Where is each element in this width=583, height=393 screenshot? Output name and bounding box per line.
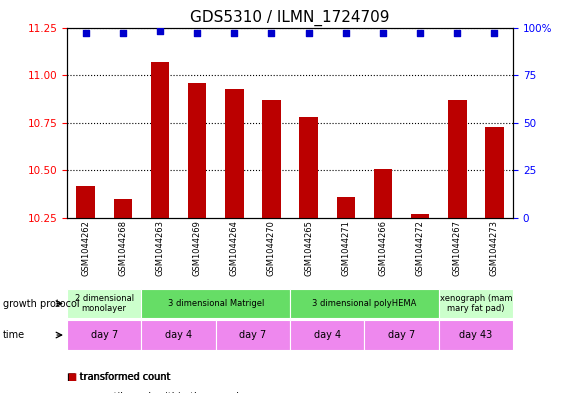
Text: GSM1044273: GSM1044273 (490, 220, 499, 276)
Text: GSM1044270: GSM1044270 (267, 220, 276, 276)
Point (192, 30, 202, 37)
Point (81, 30, 90, 37)
Text: GSM1044265: GSM1044265 (304, 220, 313, 276)
Text: GSM1044266: GSM1044266 (378, 220, 388, 276)
Text: 3 dimensional polyHEMA: 3 dimensional polyHEMA (312, 299, 417, 308)
Text: GSM1044268: GSM1044268 (118, 220, 127, 276)
Bar (67, 320, 141, 350)
Point (416, 30, 425, 37)
Bar (336, 197, 355, 218)
Title: GDS5310 / ILMN_1724709: GDS5310 / ILMN_1724709 (190, 10, 390, 26)
Bar (411, 214, 430, 218)
Point (452, 30, 462, 37)
Text: GSM1044263: GSM1044263 (156, 220, 164, 276)
Text: growth protocol: growth protocol (3, 299, 79, 309)
Text: day 4: day 4 (314, 330, 341, 340)
Text: ■: ■ (67, 392, 76, 393)
Point (118, 30, 128, 37)
Point (267, 30, 276, 37)
Bar (290, 320, 364, 350)
Text: xenograph (mam
mary fat pad): xenograph (mam mary fat pad) (440, 294, 512, 313)
Text: time: time (3, 330, 25, 340)
Text: GSM1044269: GSM1044269 (192, 220, 202, 276)
Bar (225, 88, 244, 218)
Bar (374, 169, 392, 218)
Text: day 7: day 7 (90, 330, 118, 340)
Bar (150, 62, 169, 218)
Bar (299, 117, 318, 218)
Point (155, 28, 164, 35)
Point (304, 30, 313, 37)
Bar (114, 199, 132, 218)
Text: GSM1044271: GSM1044271 (341, 220, 350, 276)
Bar (76, 186, 95, 218)
Text: day 7: day 7 (239, 330, 266, 340)
Point (230, 30, 239, 37)
Text: GSM1044262: GSM1044262 (81, 220, 90, 276)
Point (490, 30, 499, 37)
Text: ■ transformed count: ■ transformed count (67, 372, 170, 382)
Text: 3 dimensional Matrigel: 3 dimensional Matrigel (167, 299, 264, 308)
Bar (364, 320, 438, 350)
Text: GSM1044264: GSM1044264 (230, 220, 239, 276)
Text: 2 dimensional
monolayer: 2 dimensional monolayer (75, 294, 134, 313)
Text: day 4: day 4 (165, 330, 192, 340)
Bar (141, 289, 290, 318)
Text: day 7: day 7 (388, 330, 415, 340)
Bar (188, 83, 206, 218)
Text: day 43: day 43 (459, 330, 493, 340)
Bar (438, 320, 513, 350)
Text: ■: ■ (67, 372, 76, 382)
Point (378, 30, 388, 37)
Text: GSM1044272: GSM1044272 (416, 220, 424, 276)
Bar (438, 289, 513, 318)
Bar (290, 289, 438, 318)
Text: percentile rank within the sample: percentile rank within the sample (80, 392, 245, 393)
Bar (448, 100, 466, 218)
Text: transformed count: transformed count (80, 372, 171, 382)
Bar (216, 320, 290, 350)
Bar (141, 320, 216, 350)
Point (341, 30, 350, 37)
Bar (67, 289, 141, 318)
Bar (485, 127, 504, 218)
Text: GSM1044267: GSM1044267 (453, 220, 462, 276)
Bar (262, 100, 281, 218)
